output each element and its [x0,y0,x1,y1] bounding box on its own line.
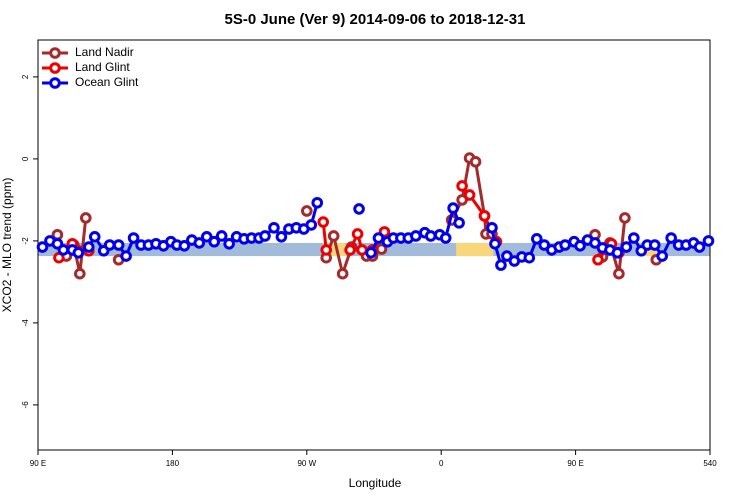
legend-label: Land Nadir [75,45,134,59]
point [301,205,313,217]
point [305,219,318,231]
legend-marker [49,47,61,59]
point [447,202,459,214]
point [268,221,280,234]
point [693,241,706,253]
point [120,250,132,262]
point [72,246,85,259]
point [523,251,536,264]
point [336,267,349,280]
point [559,239,571,251]
point [311,196,324,209]
point [320,244,333,256]
point [656,250,669,262]
y-tick-label: -2 [21,237,30,245]
point [453,217,465,229]
point [486,221,498,234]
legend-label: Land Glint [75,60,130,74]
point [365,246,377,259]
point [592,253,604,266]
point [495,259,507,271]
x-tick-label: 90 E [30,459,46,468]
point [589,237,601,249]
point [410,230,422,242]
point [88,231,101,243]
point [275,231,288,243]
point [538,239,551,251]
point [665,232,677,244]
point [439,232,452,244]
point [530,233,543,245]
y-tick-label: -4 [21,319,30,327]
point [82,241,95,253]
y-tick-label: 0 [21,156,30,161]
point [619,212,631,224]
y-axis-label: XCO2 - MLO trend (ppm) [0,178,14,313]
point [574,240,586,252]
point [112,239,125,251]
point [57,244,70,256]
point [613,267,625,280]
point [36,241,49,253]
point [79,212,92,224]
point [648,239,661,251]
point [178,240,191,252]
point [200,231,213,243]
point [463,189,476,201]
y-tick-label: 2 [21,74,30,79]
point [372,232,385,244]
legend-label: Ocean Glint [75,75,139,89]
x-tick-label: 90 E [567,459,583,468]
x-tick-label: 90 W [297,459,316,468]
point [103,239,116,251]
point [424,230,437,242]
x-tick-label: 180 [166,459,180,468]
point [351,228,364,240]
band-highlight [456,242,494,257]
point [489,237,501,250]
x-axis-label: Longitude [349,476,402,490]
point [317,216,330,228]
point [193,237,206,249]
point [628,232,640,244]
point [344,244,356,256]
y-tick-label: -6 [21,401,30,409]
point [469,155,482,168]
point [611,246,624,259]
point [702,235,715,247]
point [456,180,468,192]
legend-marker [49,77,61,89]
point [327,230,340,242]
point [478,210,491,222]
x-tick-label: 540 [703,459,717,468]
chart-title: 5S-0 June (Ver 9) 2014-09-06 to 2018-12-… [224,11,525,28]
legend-marker [49,62,61,74]
point [620,241,633,253]
point [215,230,228,242]
x-tick-label: 0 [439,459,444,468]
point [501,250,513,262]
point [356,244,368,256]
point [223,237,235,250]
point [127,232,140,244]
point [353,203,365,215]
point [208,235,221,248]
point [74,267,86,280]
point [259,230,271,242]
point [456,194,468,206]
